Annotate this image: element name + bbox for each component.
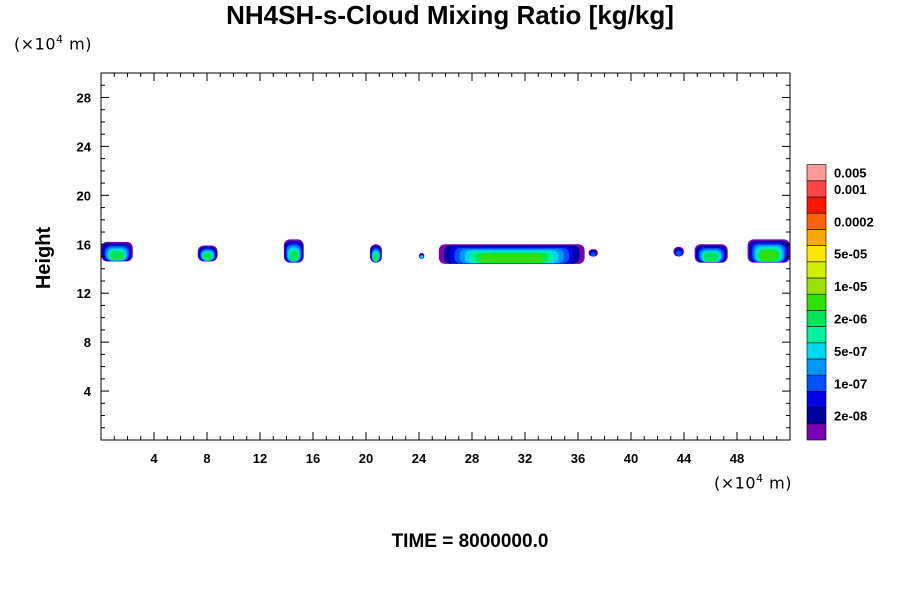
y-axis: 4 8 12 16 20 24 28 — [77, 84, 790, 429]
cloud-patch — [694, 244, 728, 263]
colorbar-band — [806, 423, 827, 441]
y-unit-base: (×10 — [14, 34, 57, 54]
x-unit-exponent: 4 — [756, 472, 764, 485]
x-tick-label: 32 — [518, 451, 532, 466]
cloud-patch — [101, 241, 133, 262]
contour-band — [675, 250, 682, 256]
x-axis: 4 8 12 16 20 24 28 32 36 40 44 48 — [113, 73, 778, 466]
colorbar-label: 0.0002 — [834, 214, 874, 229]
colorbar-band — [806, 310, 827, 327]
y-unit-label: (×104 m) — [14, 33, 92, 53]
colorbar-label: 5e-05 — [834, 247, 867, 262]
contour-band — [420, 255, 423, 259]
colorbar-label: 2e-06 — [834, 312, 867, 327]
colorbar-band — [806, 358, 827, 376]
colorbar-band — [806, 212, 827, 230]
x-tick-label: 36 — [571, 451, 585, 466]
x-unit-suffix: m) — [763, 473, 792, 493]
cloud-patch — [673, 246, 684, 257]
colorbar-band — [806, 326, 827, 344]
colorbar-band — [806, 407, 827, 425]
colorbar-label: 0.005 — [834, 166, 867, 181]
cloud-patch — [197, 245, 218, 262]
colorbar-band — [806, 342, 827, 360]
colorbar-band — [806, 180, 827, 198]
cloud-patch — [747, 239, 790, 263]
cloud-patch — [588, 249, 598, 257]
colorbar-band — [806, 245, 827, 263]
contour-band — [759, 250, 778, 262]
x-tick-label: 4 — [150, 451, 158, 466]
x-tick-label: 28 — [465, 451, 479, 466]
x-tick-label: 44 — [677, 451, 692, 466]
y-tick-label: 16 — [77, 237, 91, 252]
cloud-patch — [419, 252, 425, 259]
colorbar-label: 1e-05 — [834, 279, 867, 294]
time-label: TIME = 8000000.0 — [391, 531, 549, 552]
x-unit-base: (×10 — [714, 473, 757, 493]
x-unit-label: (×104 m) — [714, 472, 792, 492]
contour-band — [289, 250, 299, 262]
colorbar-label: 5e-07 — [834, 344, 867, 359]
contour-band — [373, 253, 379, 262]
y-tick-label: 4 — [84, 384, 92, 399]
x-tick-label: 8 — [203, 451, 210, 466]
x-tick-label: 16 — [306, 451, 320, 466]
colorbar-band — [806, 164, 827, 182]
cloud-patch — [369, 244, 382, 263]
colorbar-band — [806, 196, 827, 214]
cloud-patch — [283, 239, 304, 263]
y-tick-label: 12 — [77, 286, 91, 301]
y-tick-label: 28 — [77, 90, 91, 105]
contour-band — [480, 253, 544, 263]
x-tick-label: 40 — [624, 451, 638, 466]
chart-title: NH4SH-s-Cloud Mixing Ratio [kg/kg] — [226, 0, 674, 30]
y-axis-title: Height — [33, 227, 55, 290]
colorbar-band — [806, 391, 827, 408]
colorbar-band — [806, 293, 827, 311]
colorbar-label: 0.001 — [834, 182, 867, 197]
x-tick-label: 12 — [253, 451, 267, 466]
contour-band — [703, 253, 719, 262]
x-tick-label: 20 — [359, 451, 373, 466]
contour-band — [590, 252, 596, 257]
contour-band — [203, 253, 213, 261]
colorbar-label: 2e-08 — [834, 409, 867, 424]
x-tick-label: 48 — [730, 451, 744, 466]
y-tick-label: 20 — [77, 188, 91, 203]
colorbar-band — [806, 277, 827, 295]
y-unit-suffix: m) — [63, 34, 92, 54]
colorbar-band — [806, 374, 827, 392]
colorbar-band — [806, 229, 827, 246]
y-tick-label: 8 — [84, 335, 91, 350]
colorbar: 2e-08 1e-07 5e-07 2e-06 1e-05 5e-05 0.0002 0.00… — [806, 164, 874, 441]
cloud-patch — [438, 244, 585, 264]
y-tick-label: 24 — [77, 139, 92, 154]
cloud-contours — [101, 239, 790, 264]
colorbar-label: 1e-07 — [834, 376, 867, 391]
x-tick-label: 24 — [412, 451, 427, 466]
contour-band — [109, 251, 124, 261]
y-unit-exponent: 4 — [56, 33, 64, 46]
colorbar-band — [806, 261, 827, 279]
